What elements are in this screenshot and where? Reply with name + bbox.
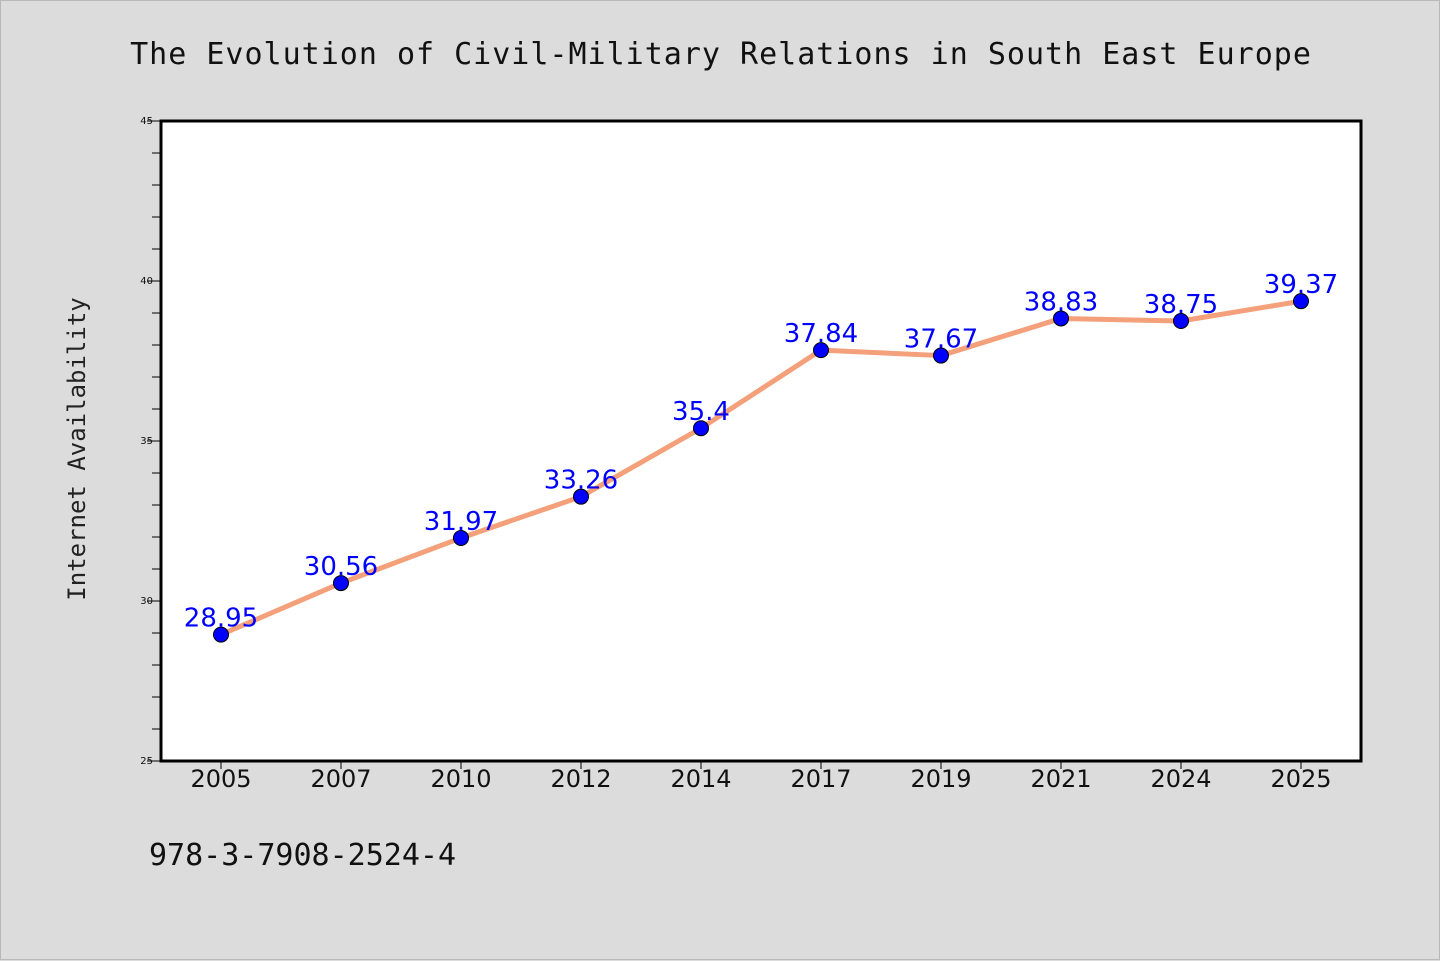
footer-code: 978-3-7908-2524-4 bbox=[149, 838, 456, 873]
data-point bbox=[1293, 293, 1309, 310]
data-label: 39.37 bbox=[1264, 270, 1338, 300]
plot-area bbox=[161, 121, 1361, 761]
data-label: 37.67 bbox=[904, 325, 978, 355]
y-tick-label: 30 bbox=[140, 596, 153, 607]
x-tick-label: 2014 bbox=[670, 765, 731, 793]
x-tick-label: 2021 bbox=[1030, 765, 1091, 793]
data-point bbox=[813, 342, 829, 359]
data-label: 38.83 bbox=[1024, 287, 1098, 317]
x-tick-label: 2012 bbox=[550, 765, 611, 793]
chart-marks: 25 30 35 40 45 2005 2007 2010 2012 2014 2017 2019 20… bbox=[140, 116, 1338, 793]
data-point bbox=[1173, 313, 1189, 329]
data-label: 33.26 bbox=[544, 466, 618, 496]
data-label: 38.75 bbox=[1144, 290, 1218, 320]
data-point bbox=[573, 488, 589, 505]
data-point bbox=[693, 420, 709, 437]
data-point bbox=[933, 347, 949, 364]
x-tick-label: 2024 bbox=[1150, 765, 1211, 793]
data-label: 31.97 bbox=[424, 507, 498, 537]
chart-title: The Evolution of Civil-Military Relation… bbox=[130, 37, 1312, 72]
y-tick-label: 25 bbox=[140, 756, 153, 767]
data-label: 28.95 bbox=[184, 604, 258, 634]
series-line bbox=[218, 298, 1304, 638]
data-point bbox=[213, 626, 229, 643]
y-tick-label: 40 bbox=[140, 276, 153, 287]
plot-frame bbox=[159, 119, 1363, 763]
y-axis-label: Internet Availability bbox=[63, 297, 91, 600]
x-tick-label: 2007 bbox=[310, 765, 371, 793]
x-tick-label: 2010 bbox=[430, 765, 491, 793]
y-tick-label: 45 bbox=[140, 116, 153, 127]
x-tick-label: 2019 bbox=[910, 765, 971, 793]
x-tick-label: 2017 bbox=[790, 765, 851, 793]
y-tick-label: 35 bbox=[140, 436, 153, 447]
data-point bbox=[453, 529, 469, 546]
x-tick-label: 2005 bbox=[190, 765, 251, 793]
data-point bbox=[1053, 310, 1069, 327]
data-label: 35.4 bbox=[672, 397, 730, 427]
data-label: 30.56 bbox=[304, 552, 378, 582]
x-tick-label: 2025 bbox=[1270, 765, 1331, 793]
data-label: 37.84 bbox=[784, 319, 858, 349]
data-point bbox=[333, 575, 349, 592]
